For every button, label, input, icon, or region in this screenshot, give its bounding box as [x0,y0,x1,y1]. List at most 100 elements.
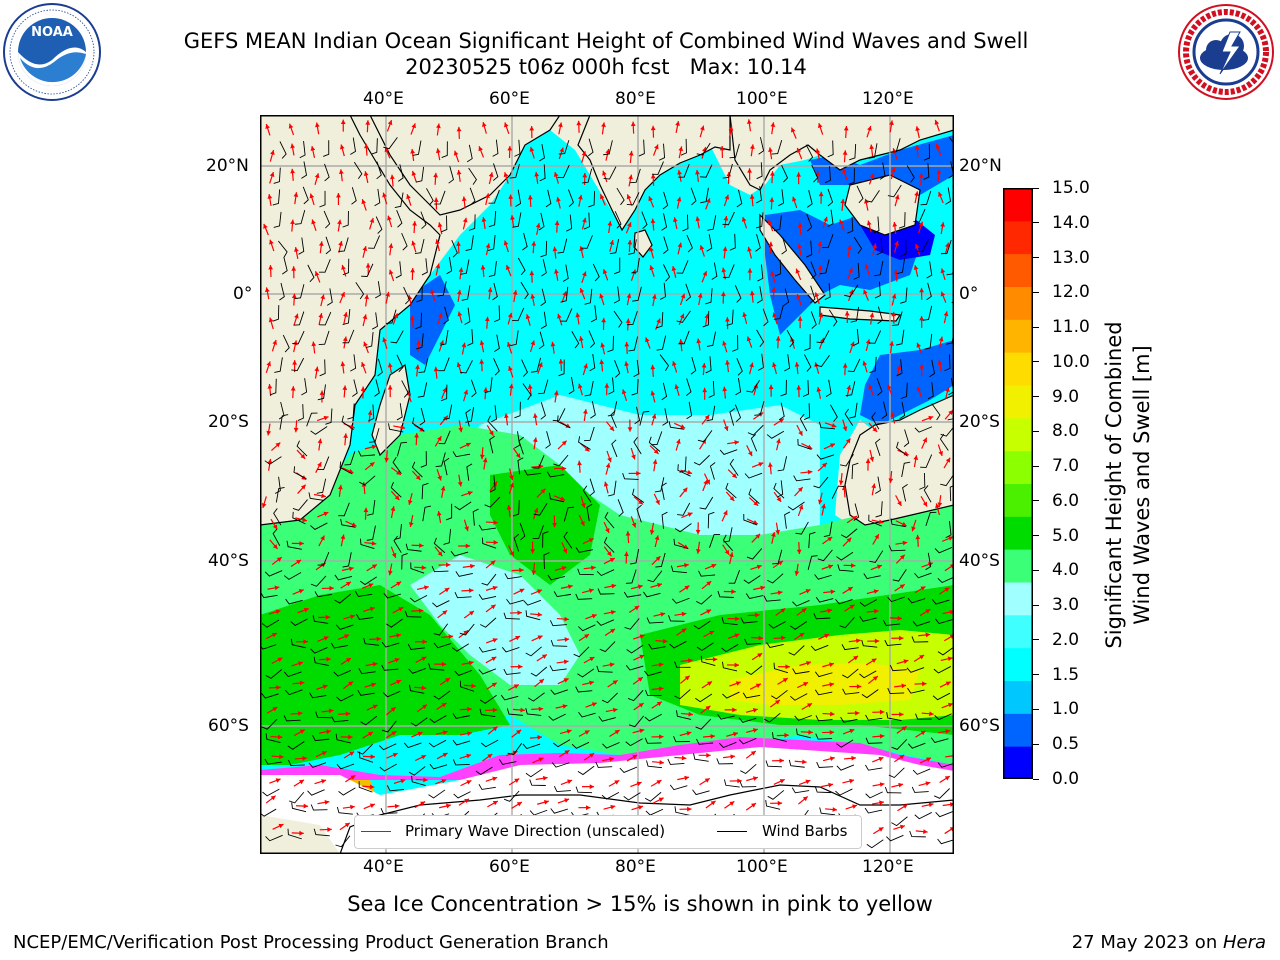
wind-barb [589,354,596,372]
wind-barb [633,359,640,378]
wind-barb [416,333,424,350]
wind-barb [515,189,522,207]
wave-arrow [339,144,345,157]
wind-barb [459,623,475,636]
wave-arrow [459,731,472,736]
wind-barb [626,192,640,206]
wind-barb [550,808,568,814]
lon-label-bottom-120: 120°E [862,857,914,877]
wave-arrow [558,749,570,758]
wave-arrow [703,630,715,638]
wave-arrow [651,662,664,668]
wind-barb [848,168,855,185]
wave-arrow [794,563,800,576]
wave-arrow [385,730,397,739]
wave-arrow [626,293,632,306]
wave-arrow [387,803,400,809]
wind-barb [890,518,906,528]
wave-arrow [529,270,535,283]
wave-arrow [701,363,707,376]
colorbar-tick-label: 3.0 [1052,595,1080,616]
colorbar-tick-mark [1033,291,1039,293]
wind-barb [873,216,880,234]
wind-barb [500,694,519,701]
wind-barb [408,684,425,694]
wind-barb [493,305,501,323]
wave-arrow [771,531,776,544]
wind-barb [290,618,308,626]
colorbar-tick-mark [1033,569,1039,571]
wave-arrow [815,148,821,161]
wave-arrow [633,702,644,711]
wave-arrow [796,424,803,437]
wind-barb [900,287,908,304]
wave-arrow [485,776,498,782]
wave-arrow [510,664,523,670]
wind-barb [488,261,497,277]
wind-barb [512,307,525,322]
wave-arrow [914,191,919,204]
wave-arrow [796,147,803,160]
wave-arrow [270,734,283,740]
wave-arrow [530,612,543,617]
wave-arrow [458,543,471,549]
wind-barb [859,599,878,607]
wave-arrow [698,752,711,758]
wave-arrow [645,337,651,349]
wave-arrow [536,488,546,498]
wind-barb [861,639,878,648]
wind-barb [892,569,907,582]
wind-barb [847,216,854,234]
wind-barb [358,781,373,793]
wave-arrow [895,520,907,527]
wind-barb [670,565,687,574]
wind-barb [923,485,932,503]
wave-arrow [921,802,934,808]
wave-arrow [461,342,467,355]
wave-arrow [583,752,595,761]
wave-arrow [633,654,645,661]
wind-barb [778,189,785,207]
wave-arrow [342,385,348,398]
wave-arrow [269,778,281,784]
wave-arrow [941,702,954,709]
wave-arrow [699,244,705,257]
wave-arrow [944,242,950,255]
wave-arrow [416,704,428,713]
colorbar-tick-label: 1.0 [1052,699,1080,720]
colorbar-segment [1003,647,1033,681]
wave-arrow [775,336,781,349]
madagascar-island [371,363,411,457]
wind-barb [866,839,884,849]
wind-barb [923,143,930,161]
wave-arrow [862,360,868,373]
wind-barb [887,687,905,695]
wind-barb [301,378,308,396]
wind-barb [874,260,884,277]
colorbar-tick-mark [1033,743,1039,745]
wave-arrow [600,342,606,355]
wave-arrow [410,315,415,328]
wind-barb [557,164,570,179]
wind-barb [656,312,664,329]
wave-arrow [938,336,944,349]
colorbar-tick-label: 14.0 [1052,212,1090,233]
wind-barb [342,329,355,344]
wave-arrow [366,563,378,572]
wind-barb [338,502,350,517]
wind-barb [827,188,834,207]
wave-arrow [294,756,307,761]
wind-barb [667,758,685,765]
wind-barb [481,573,497,586]
wind-barb [631,257,640,274]
wave-arrow [700,609,712,616]
wave-arrow [436,752,448,760]
wave-arrow [793,632,805,641]
colorbar-segment [1003,188,1033,222]
wind-barb [302,186,309,205]
wave-arrow [462,217,468,230]
wave-arrow [797,243,803,256]
wave-arrow [893,240,899,253]
wave-arrow [270,518,278,530]
wave-arrow [624,551,629,564]
